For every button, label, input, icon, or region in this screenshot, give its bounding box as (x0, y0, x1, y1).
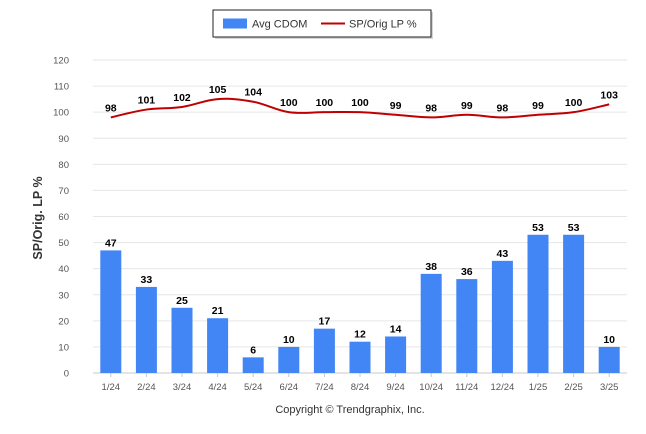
legend-swatch-bar (223, 18, 247, 29)
bar-data-label: 33 (141, 274, 153, 286)
legend: Avg CDOM SP/Orig LP % (212, 9, 433, 39)
x-tick-label: 4/24 (208, 382, 227, 393)
x-tick-label: 2/25 (564, 382, 583, 393)
bar-data-label: 43 (497, 248, 509, 260)
bar-data-label: 12 (354, 329, 366, 341)
bar-data-label: 47 (105, 237, 117, 249)
y-axis-title: SP/Orig. LP % (31, 176, 45, 259)
bar-data-label: 14 (390, 323, 402, 335)
bar (135, 286, 157, 373)
bar (456, 279, 478, 373)
bar (598, 346, 620, 373)
bar (420, 273, 442, 373)
x-tick-label: 11/24 (455, 382, 478, 393)
bar (242, 357, 264, 373)
x-tick-label: 3/25 (600, 382, 619, 393)
bar-data-label: 53 (568, 222, 580, 234)
y-tick-label: 90 (58, 134, 69, 145)
bar-data-label: 38 (425, 261, 437, 273)
bar (491, 260, 513, 373)
y-tick-label: 70 (58, 186, 69, 197)
line-data-label: 103 (600, 89, 618, 101)
y-tick-label: 20 (58, 316, 69, 327)
x-tick-label: 9/24 (386, 382, 405, 393)
line-series-path (110, 97, 610, 119)
line-data-label: 100 (316, 97, 334, 109)
y-tick-label: 80 (58, 160, 69, 171)
bar-data-label: 10 (603, 334, 615, 346)
x-axis-ticks: 1/24 2/24 3/24 4/24 5/24 6/24 7/24 8/24 9/24 10/2… (102, 373, 619, 393)
legend-label-line: SP/Orig LP % (349, 19, 417, 31)
x-tick-label: 2/24 (137, 382, 156, 393)
x-tick-label: 6/24 (280, 382, 299, 393)
y-tick-label: 110 (54, 82, 69, 93)
line-data-label: 98 (105, 102, 117, 114)
y-tick-label: 60 (58, 212, 69, 223)
line-data-label: 101 (138, 95, 156, 107)
line-data-label: 100 (565, 97, 583, 109)
bar-series: 47 33 25 21 6 10 17 12 14 38 36 43 53 53 10 (100, 222, 620, 373)
y-tick-label: 0 (64, 369, 69, 380)
x-tick-label: 3/24 (173, 382, 192, 393)
bar-data-label: 36 (461, 266, 473, 278)
y-tick-label: 40 (58, 264, 69, 275)
y-tick-label: 30 (58, 290, 69, 301)
bar (313, 328, 335, 373)
bar-data-label: 21 (212, 305, 224, 317)
bar (563, 234, 585, 373)
y-tick-label: 100 (53, 108, 69, 119)
line-data-label: 99 (532, 100, 544, 112)
bar-data-label: 53 (532, 222, 544, 234)
line-data-label: 98 (425, 102, 437, 114)
line-data-label: 100 (280, 97, 298, 109)
bar (385, 336, 407, 373)
x-tick-label: 1/24 (102, 382, 121, 393)
line-data-label: 105 (209, 84, 227, 96)
y-tick-label: 10 (58, 342, 69, 353)
x-tick-label: 10/24 (419, 382, 443, 393)
line-data-label: 98 (497, 102, 509, 114)
line-data-label: 100 (351, 97, 369, 109)
bar (171, 307, 193, 373)
bar (527, 234, 549, 373)
bar (349, 341, 371, 373)
bar (207, 318, 229, 373)
bar-data-label: 17 (319, 316, 331, 328)
x-tick-label: 8/24 (351, 382, 370, 393)
bar-data-label: 10 (283, 334, 295, 346)
y-tick-label: 50 (58, 238, 69, 249)
legend-label-bar: Avg CDOM (252, 19, 307, 31)
line-data-label: 102 (173, 92, 191, 104)
y-tick-label: 120 (53, 56, 69, 67)
bar (278, 346, 300, 373)
bar (100, 250, 122, 373)
x-tick-label: 1/25 (529, 382, 548, 393)
line-series: 98 101 102 105 104 100 100 100 99 98 99 98 99 100 103 (105, 84, 618, 119)
x-tick-label: 7/24 (315, 382, 334, 393)
y-axis-ticks: 0 10 20 30 40 50 60 70 80 90 100 110 120 (53, 56, 69, 380)
x-tick-label: 12/24 (491, 382, 515, 393)
x-tick-label: 5/24 (244, 382, 263, 393)
bar-data-label: 25 (176, 295, 188, 307)
bar-data-label: 6 (250, 344, 256, 356)
copyright-footer: Copyright © Trendgraphix, Inc. (275, 404, 424, 416)
line-data-label: 99 (390, 100, 402, 112)
line-data-label: 104 (244, 87, 262, 99)
line-data-label: 99 (461, 100, 473, 112)
